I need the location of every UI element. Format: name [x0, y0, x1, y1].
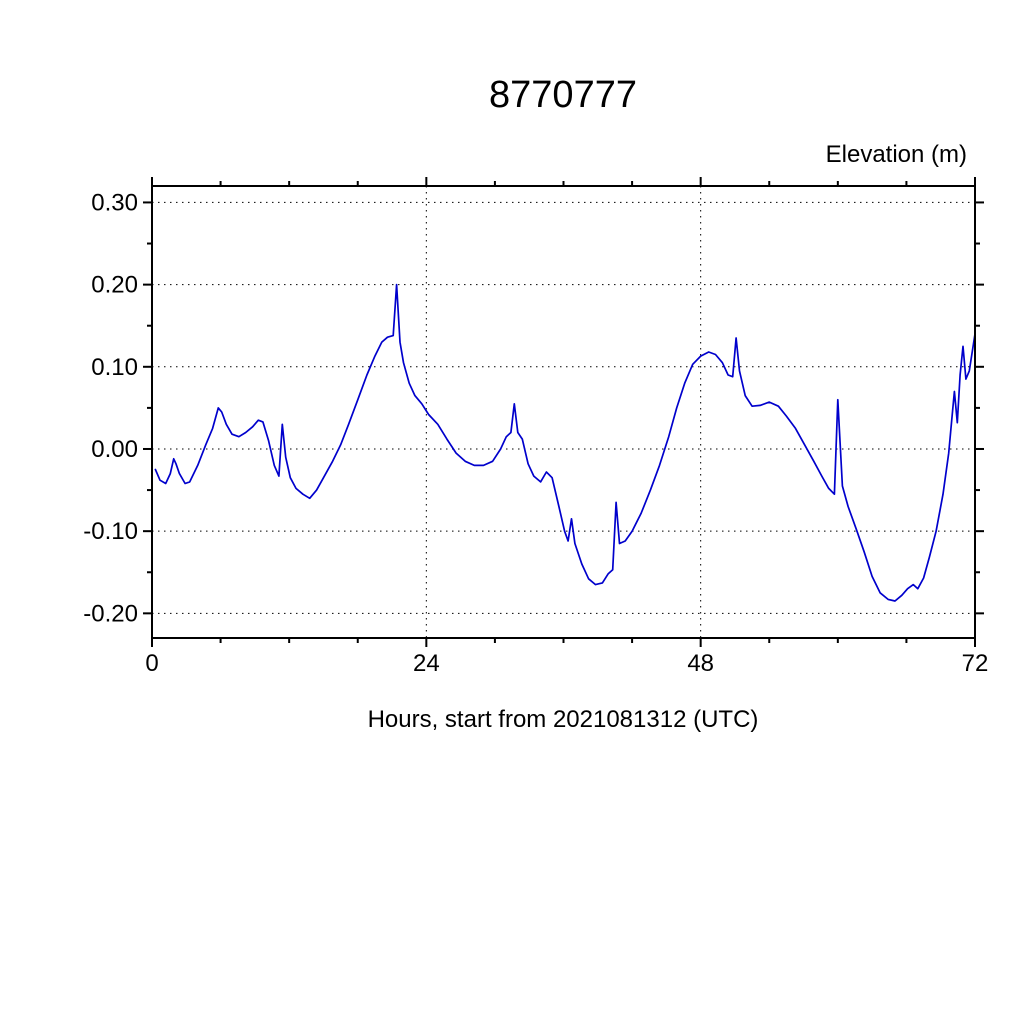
y-tick-label: 0.10 — [91, 354, 138, 381]
y-tick-label: -0.10 — [83, 518, 138, 545]
elevation-series-line — [154, 283, 976, 602]
y-tick-label: -0.20 — [83, 600, 138, 627]
tick-labels-group: 0 24 48 72 -0.20 -0.10 0.00 0.10 0.20 0.30 — [83, 189, 988, 677]
gridlines-group — [152, 186, 975, 638]
x-tick-label: 48 — [687, 650, 714, 677]
chart-title: 8770777 — [489, 74, 637, 116]
x-axis-label: Hours, start from 2021081312 (UTC) — [368, 706, 759, 733]
x-tick-label: 72 — [962, 650, 989, 677]
plot-border — [151, 185, 976, 639]
x-tick-label: 24 — [413, 650, 440, 677]
y-tick-label: 0.00 — [91, 436, 138, 463]
y-tick-label: 0.20 — [91, 272, 138, 299]
series-group — [154, 283, 976, 602]
x-tick-label: 0 — [145, 650, 158, 677]
ticks-group — [143, 177, 984, 647]
y-tick-label: 0.30 — [91, 189, 138, 216]
y-unit-label: Elevation (m) — [826, 141, 967, 168]
